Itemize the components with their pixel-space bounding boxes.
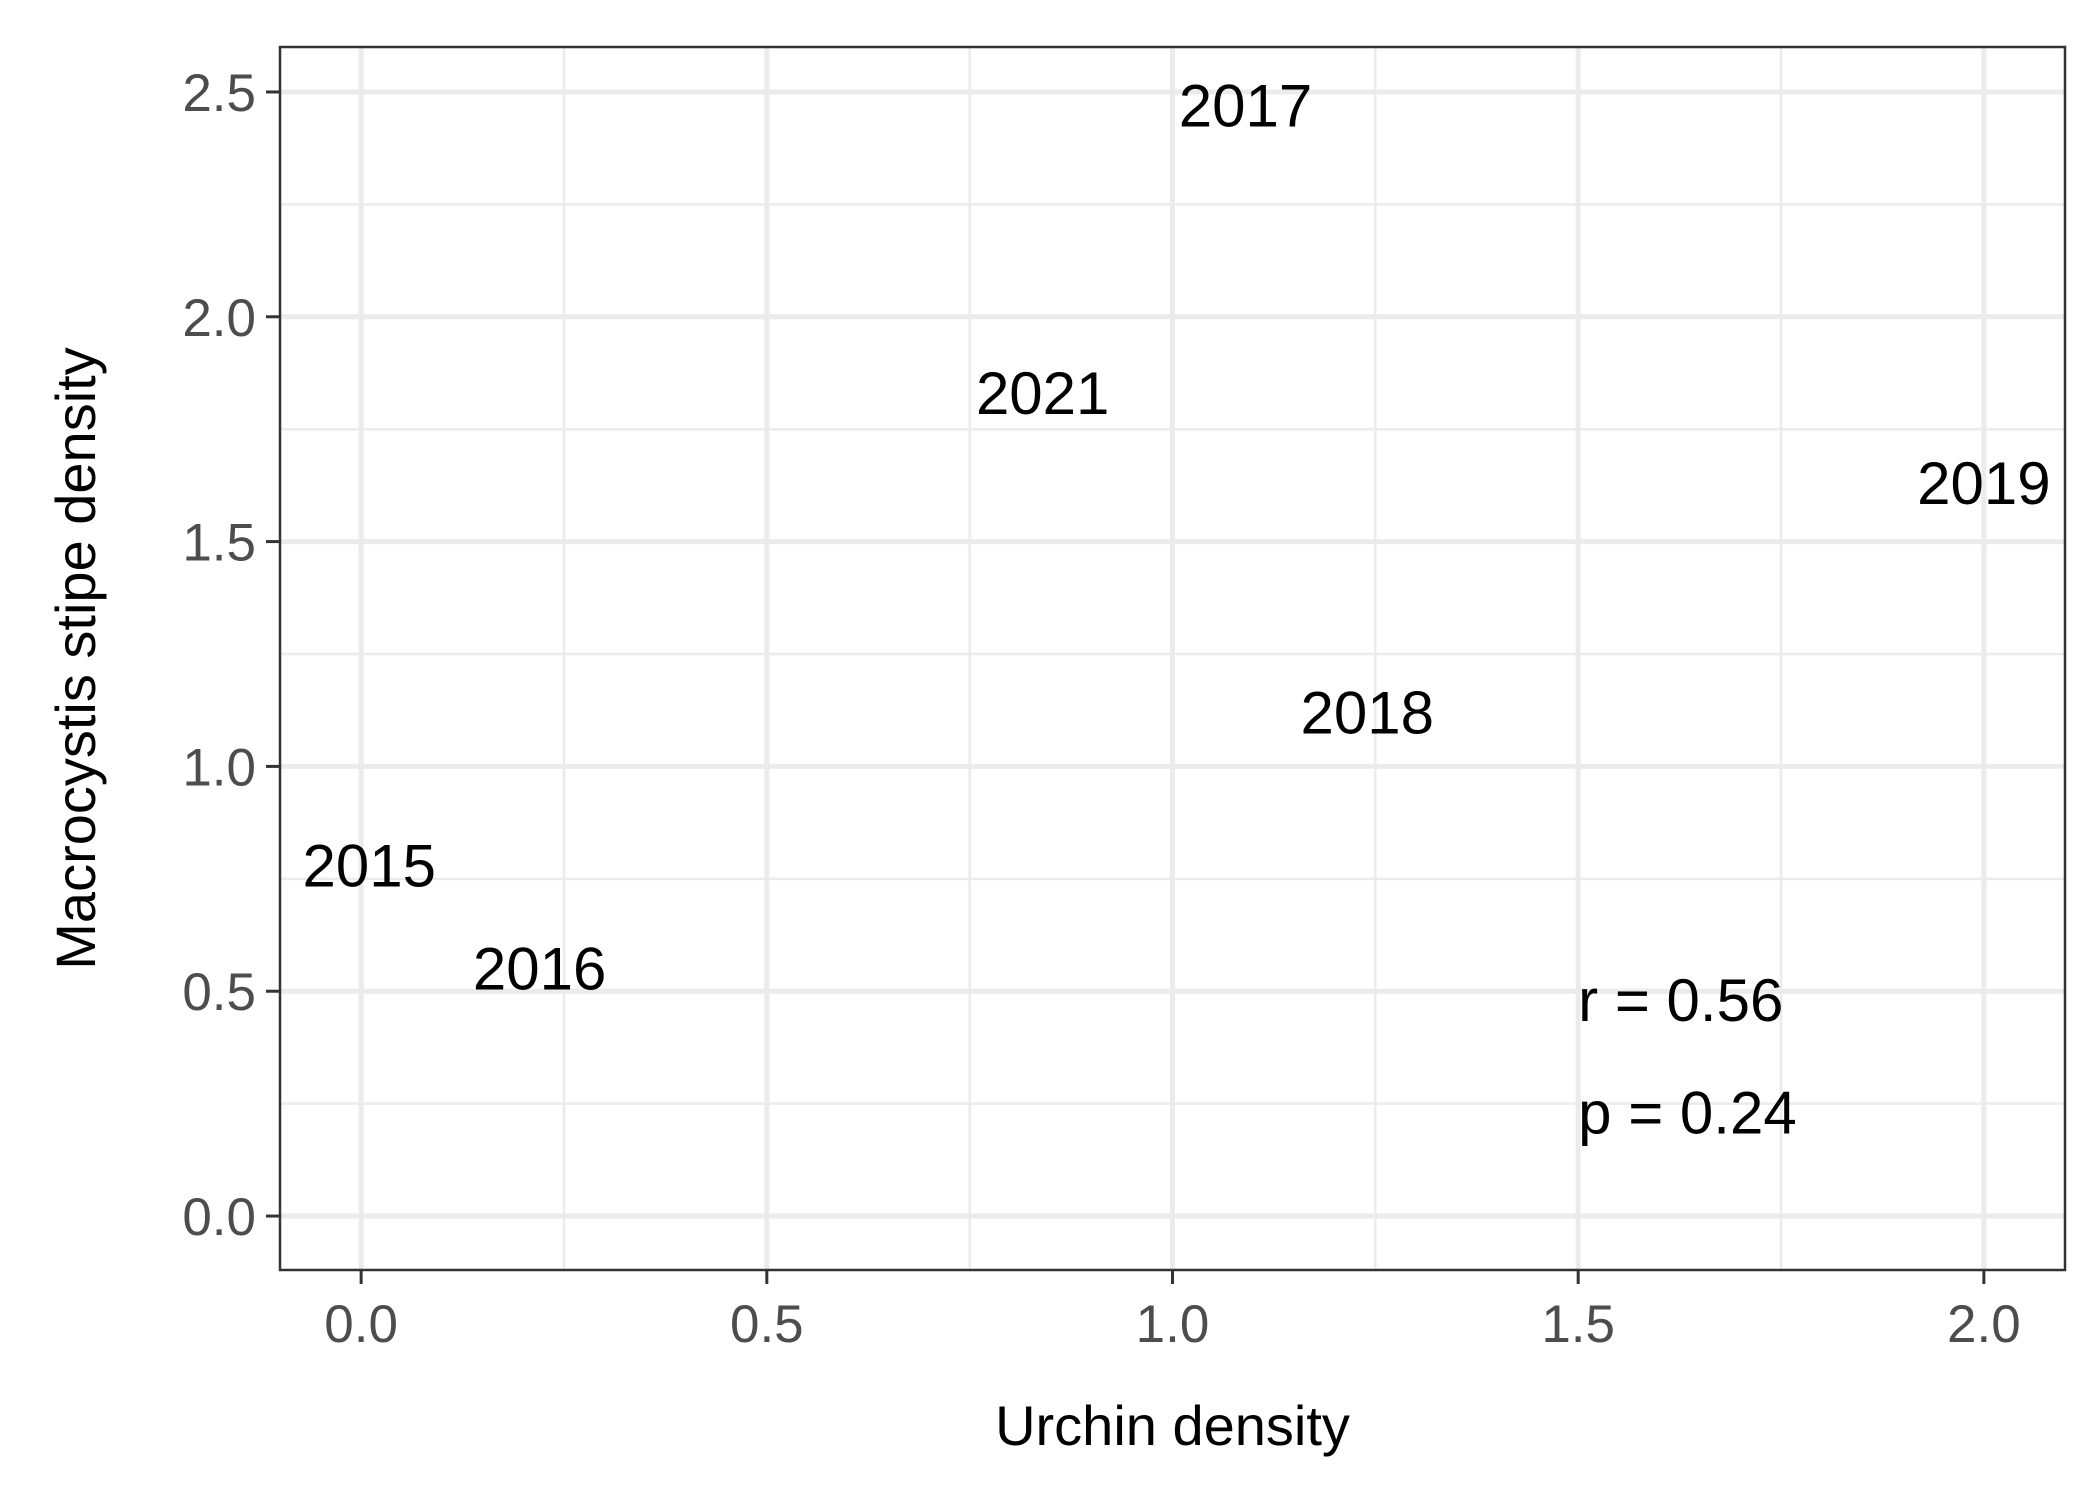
point-label-2021: 2021 [976,360,1109,427]
y-tick-label: 0.0 [182,1188,256,1247]
point-label-2018: 2018 [1300,679,1433,746]
point-label-2019: 2019 [1917,450,2050,517]
y-tick-label: 0.5 [182,963,256,1022]
y-tick-label: 1.5 [182,514,256,573]
x-tick-label: 1.5 [1541,1295,1615,1354]
x-axis: 0.0 0.5 1.0 1.5 2.0 [324,1270,2021,1354]
y-axis: 0.0 0.5 1.0 1.5 2.0 2.5 [182,64,280,1247]
correlation-r-label: r = 0.56 [1578,967,1783,1034]
x-tick-label: 1.0 [1136,1295,1210,1354]
x-axis-title: Urchin density [995,1394,1350,1457]
y-axis-title: Macrocystis stipe density [44,347,107,969]
point-label-2016: 2016 [473,936,606,1003]
x-tick-label: 0.0 [324,1295,398,1354]
x-tick-label: 2.0 [1947,1295,2021,1354]
y-tick-label: 2.5 [182,64,256,123]
point-label-2017: 2017 [1179,72,1312,139]
p-value-label: p = 0.24 [1578,1080,1797,1147]
y-tick-label: 2.0 [182,289,256,348]
annotations: r = 0.56 p = 0.24 [1578,967,1797,1146]
x-tick-label: 0.5 [730,1295,804,1354]
point-label-2015: 2015 [303,832,436,899]
point-labels: 2015 2016 2017 2018 2019 2021 [303,72,2051,1002]
y-tick-label: 1.0 [182,738,256,797]
grid-lines [280,47,2065,1270]
